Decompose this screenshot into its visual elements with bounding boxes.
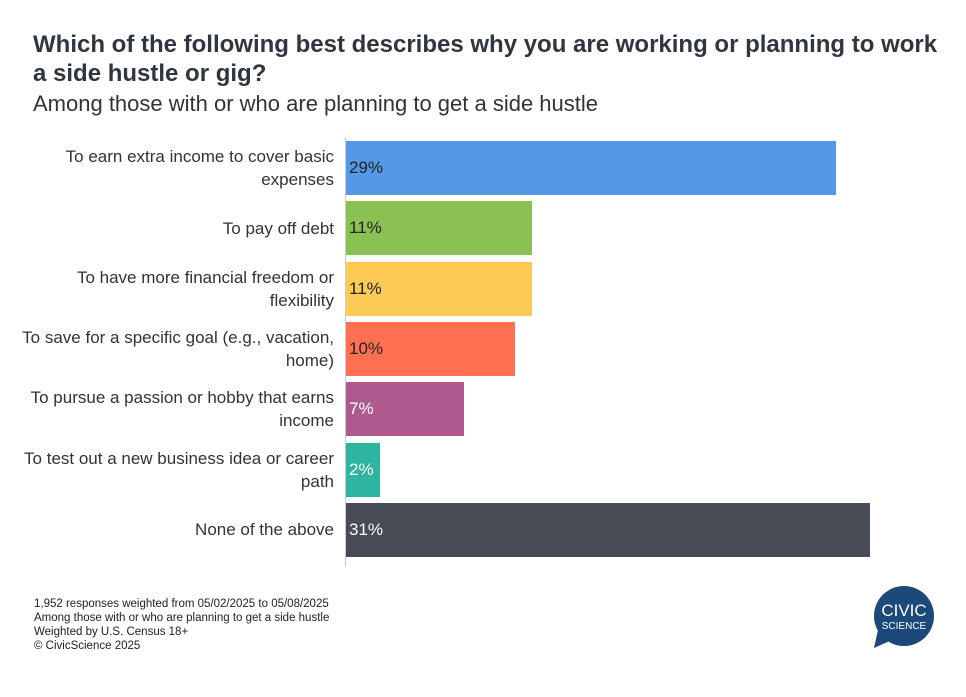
- category-label: To test out a new business idea or caree…: [24, 448, 334, 491]
- footer-line: Weighted by U.S. Census 18+: [34, 626, 189, 638]
- data-label: 10%: [349, 338, 384, 358]
- logo-text-science: SCIENCE: [882, 621, 927, 632]
- data-label: 11%: [349, 278, 382, 298]
- data-label: 7%: [349, 399, 374, 419]
- footer-line: © CivicScience 2025: [34, 640, 141, 652]
- data-label: 29%: [349, 158, 384, 177]
- chart-title: Which of the following best describes wh…: [33, 31, 938, 87]
- bar: [346, 201, 532, 256]
- data-label: 11%: [349, 218, 382, 238]
- y-axis-line: [345, 137, 346, 567]
- bar: [346, 382, 465, 437]
- footer-line: Among those with or who are planning to …: [34, 612, 330, 624]
- category-label: None of the above: [195, 520, 334, 540]
- data-label: 2%: [349, 459, 374, 479]
- bar: [346, 442, 380, 497]
- footer-notes: 1,952 responses weighted from 05/02/2025…: [34, 597, 329, 653]
- category-label: To pursue a passion or hobby that earns …: [30, 388, 334, 431]
- civicscience-logo: CIVIC SCIENCE: [874, 586, 934, 648]
- bar: [346, 502, 870, 557]
- chart-subtitle: Among those with or who are planning to …: [33, 91, 599, 116]
- data-label: 31%: [349, 519, 384, 539]
- bar: [346, 321, 515, 376]
- footer-line: 1,952 responses weighted from 05/02/2025…: [34, 598, 329, 610]
- category-label: To save for a specific goal (e.g., vacat…: [22, 327, 334, 370]
- category-label: To earn extra income to cover basic expe…: [65, 147, 334, 189]
- category-label: To have more financial freedom or flexib…: [76, 267, 334, 310]
- category-label: To pay off debt: [222, 218, 334, 238]
- bar: [346, 141, 837, 195]
- bar: [346, 261, 532, 316]
- logo-text-civic: CIVIC: [881, 601, 926, 620]
